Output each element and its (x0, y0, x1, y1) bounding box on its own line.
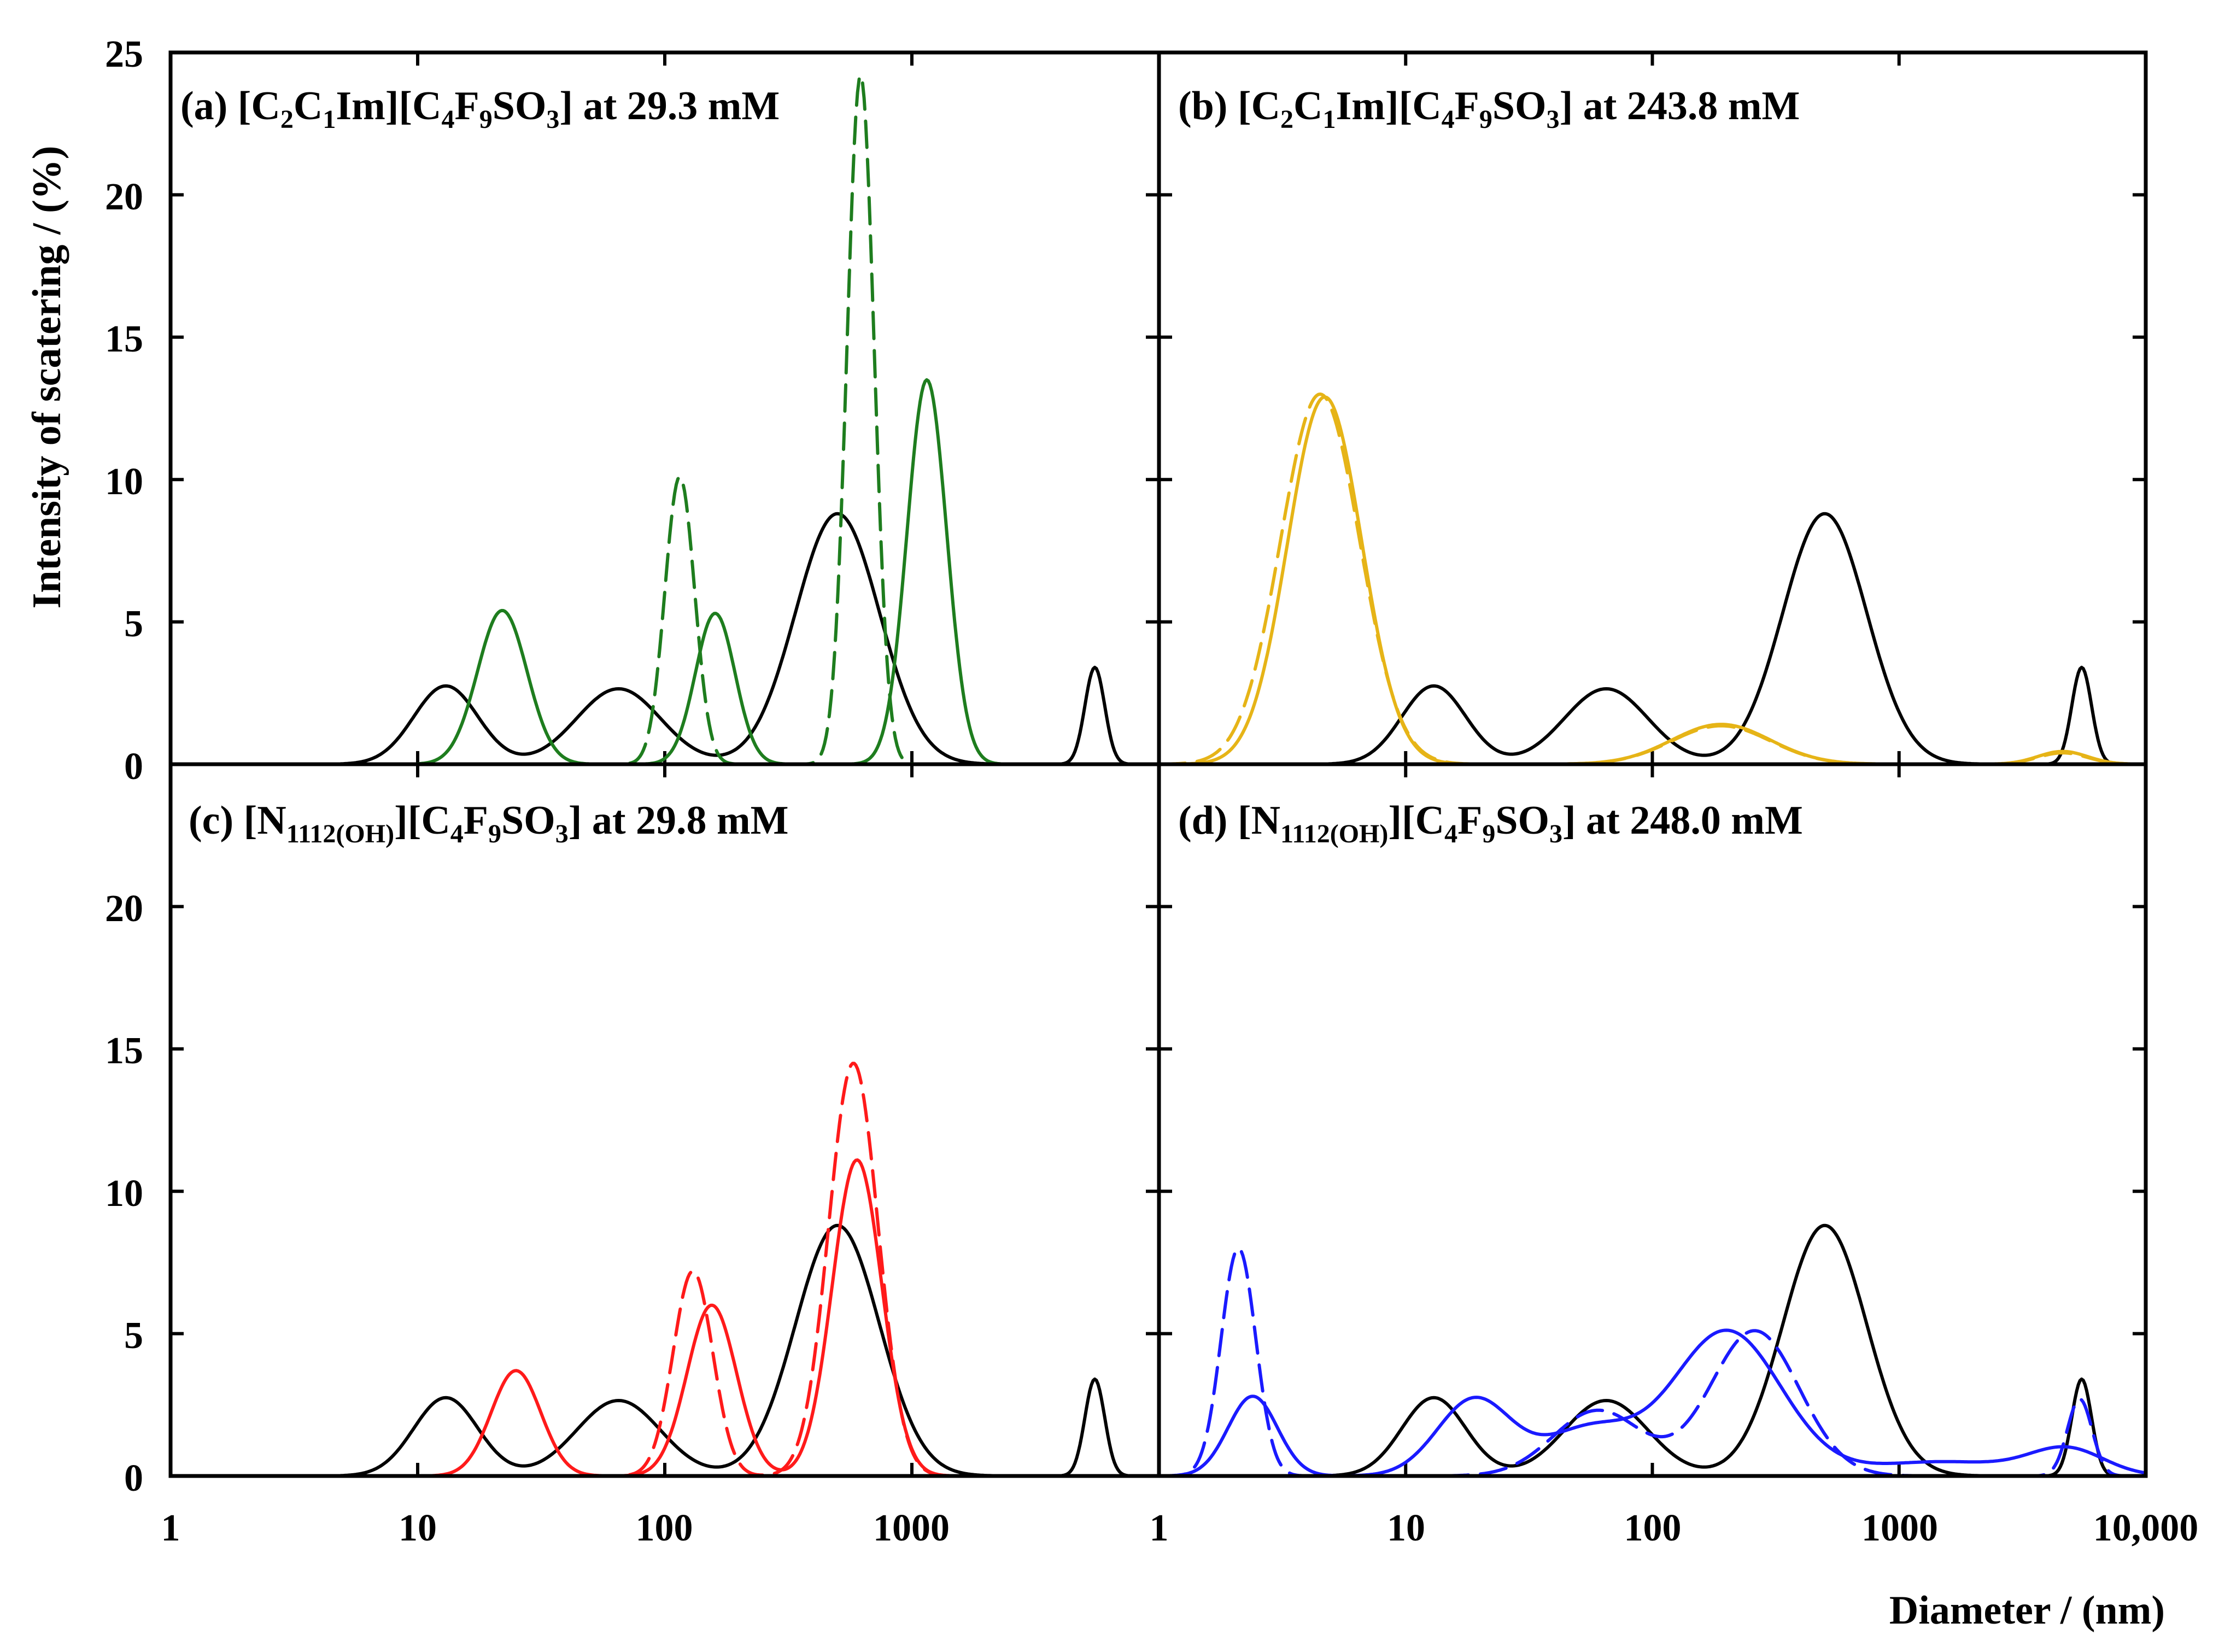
y-tick-label: 0 (124, 746, 143, 788)
y-axis-title: Intensity of scatering / (%) (25, 146, 69, 609)
y-tick-label: 25 (105, 33, 143, 75)
x-tick-label: 100 (1624, 1507, 1682, 1549)
y-tick-label: 15 (105, 318, 143, 360)
x-tick-label: 1000 (873, 1507, 950, 1549)
panel-d-title: (d) [N1112(OH)][C4F9SO3] at 248.0 mM (1178, 798, 1803, 848)
panel-a-frame (168, 50, 1161, 766)
x-tick-label: 100 (636, 1507, 693, 1549)
y-tick-labels-bottom: 0 5 10 15 20 (105, 888, 143, 1499)
y-tick-label: 5 (124, 603, 143, 645)
panel-a-title: (a) [C2C1Im][C4F9SO3] at 29.3 mM (180, 84, 780, 134)
y-tick-label: 15 (105, 1030, 143, 1072)
panel-b-title: (b) [C2C1Im][C4F9SO3] at 243.8 mM (1178, 84, 1800, 134)
series-a-dashed-green (169, 73, 1161, 766)
series-c-reference-black (169, 1223, 1161, 1478)
x-tick-label: 10 (1387, 1507, 1425, 1549)
series-d-dashed-blue (1157, 1246, 2147, 1478)
y-tick-label: 10 (105, 1173, 143, 1215)
x-tick-label: 1 (161, 1507, 180, 1549)
panel-b-frame (1157, 50, 2148, 766)
y-tick-label: 0 (124, 1457, 143, 1499)
series-d-reference-black (1157, 1223, 2147, 1478)
series-d-solid-blue (1157, 1328, 2147, 1478)
x-tick-label: 10,000 (2093, 1507, 2199, 1549)
y-tick-label: 5 (124, 1315, 143, 1357)
y-tick-label: 20 (105, 888, 143, 930)
x-tick-label: 10 (399, 1507, 437, 1549)
y-tick-labels-top: 0 5 10 15 20 25 (105, 33, 143, 788)
x-tick-labels: 1 10 100 1000 1 10 100 1000 10,000 (161, 1507, 2199, 1549)
series-b-dashed-gold (1157, 393, 2147, 766)
panel-d-frame (1157, 762, 2148, 1478)
x-tick-label: 1 (1150, 1507, 1169, 1549)
series-b-solid-gold (1157, 395, 2147, 766)
panel-c-title: (c) [N1112(OH)][C4F9SO3] at 29.8 mM (189, 798, 789, 848)
panel-c-frame (168, 762, 1161, 1478)
x-axis-title: Diameter / (nm) (1889, 1588, 2165, 1633)
series-b-reference-black (1157, 512, 2147, 766)
y-tick-label: 10 (105, 461, 143, 503)
x-tick-label: 1000 (1861, 1507, 1938, 1549)
y-tick-label: 20 (105, 176, 143, 218)
series-a-solid-green (169, 378, 1161, 766)
series-c-solid-red (169, 1158, 1161, 1478)
series-a-reference-black (169, 512, 1161, 766)
series-c-dashed-red (169, 1062, 1161, 1478)
